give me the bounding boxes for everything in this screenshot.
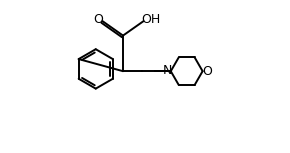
Text: N: N	[162, 64, 172, 77]
Text: OH: OH	[141, 13, 160, 26]
Text: O: O	[93, 13, 103, 26]
Text: O: O	[202, 65, 212, 78]
